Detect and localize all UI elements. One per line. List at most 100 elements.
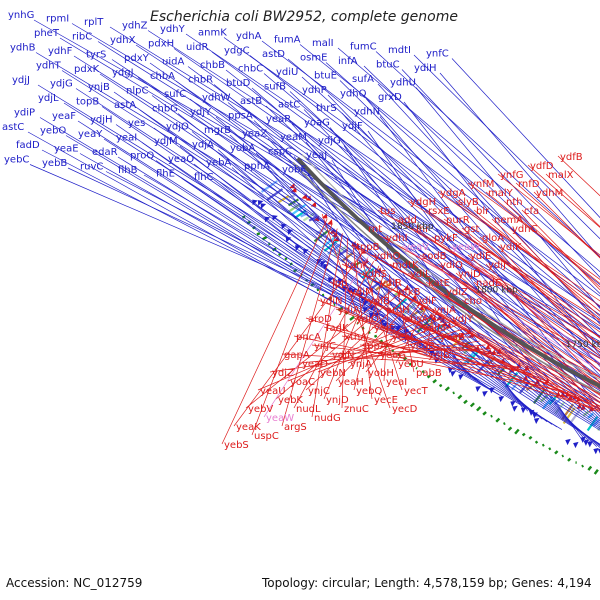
reverse-gene-label: yecE <box>374 395 398 406</box>
reverse-gene-label: sodB <box>422 251 447 262</box>
forward-gene-label: fumC <box>350 42 377 53</box>
gc-content-mark <box>415 366 418 370</box>
reverse-gene-label: ydfD <box>530 161 554 172</box>
reverse-gene-label: yeaV <box>404 242 429 253</box>
forward-gene-leader <box>27 131 504 398</box>
reverse-gene-label: ydiJ <box>488 260 506 271</box>
reverse-gene-label: ydiQ <box>440 260 463 271</box>
forward-gene-leader <box>175 80 600 400</box>
gc-content-mark <box>457 394 463 400</box>
reverse-gene-label: ydgA <box>440 188 466 199</box>
reverse-gene-label: ydhO <box>374 251 401 262</box>
reverse-gene-leader <box>257 312 440 391</box>
reverse-gene-label: rnfD <box>518 179 540 190</box>
reverse-gene-leader <box>263 256 369 418</box>
reverse-gene-label: lpp <box>332 278 347 289</box>
reverse-gene-leader <box>449 245 600 364</box>
forward-gene-leader <box>139 109 600 446</box>
reverse-gene-label: ydiO <box>356 314 379 325</box>
reverse-gene-label: add <box>398 215 417 226</box>
reverse-gene-label: argS <box>284 422 307 433</box>
forward-cds-arrow <box>498 396 505 403</box>
genome-summary: Topology: circular; Length: 4,578,159 bp… <box>262 576 592 590</box>
reverse-gene-leader <box>431 236 600 357</box>
cog-band-mark <box>277 194 290 204</box>
reverse-gene-leader <box>377 329 463 355</box>
reverse-gene-leader <box>335 296 418 382</box>
reverse-gene-label: yoaC <box>290 377 315 388</box>
gc-content-mark <box>246 220 251 225</box>
forward-gene-label: astC <box>2 122 24 133</box>
reverse-gene-label: lhr <box>416 224 430 235</box>
reverse-cds-arrow <box>327 219 333 225</box>
reverse-gene-label: purR <box>446 215 470 226</box>
forward-gene-leader <box>377 83 600 325</box>
reverse-gene-leader <box>233 251 364 427</box>
forward-gene-label: ydjL <box>38 93 59 104</box>
gc-content-mark <box>432 378 437 384</box>
reverse-gene-label: yeaU <box>260 386 286 397</box>
reverse-gene-label: ydiN <box>320 296 343 307</box>
cog-band-mark <box>361 267 375 279</box>
forward-gene-leader <box>41 149 444 359</box>
forward-gene-label: chbB <box>200 60 225 71</box>
reverse-gene-label: pncA <box>296 332 321 343</box>
reverse-gene-label: yebQ <box>356 386 382 397</box>
gc-content-mark <box>476 406 482 412</box>
forward-gene-label: ydjG <box>50 79 73 90</box>
forward-gene-leader <box>113 91 600 428</box>
forward-gene-label: mgrB <box>204 125 231 136</box>
forward-gene-label: ydjM <box>154 136 178 147</box>
forward-gene-label: pphA <box>244 161 270 172</box>
reverse-gene-leader <box>311 344 528 371</box>
reverse-gene-label: ynjC <box>314 341 336 352</box>
forward-gene-label: ydjH <box>90 115 113 126</box>
forward-gene-leader <box>439 72 600 259</box>
forward-gene-label: ydjO <box>166 122 189 133</box>
forward-gene-label: fadD <box>16 140 40 151</box>
forward-gene-label: pheT <box>34 28 60 39</box>
forward-gene-leader <box>251 87 600 390</box>
forward-gene-leader <box>67 167 386 317</box>
reverse-gene-label: ansA <box>404 314 429 325</box>
gc-content-mark <box>581 464 584 468</box>
forward-gene-label: sufC <box>164 89 186 100</box>
forward-cds-arrow <box>458 374 464 381</box>
reverse-gene-leader <box>311 233 343 418</box>
forward-gene-label: yeaY <box>78 129 103 140</box>
forward-gene-label: ydiP <box>14 108 35 119</box>
gc-content-mark <box>438 383 443 388</box>
forward-gene-leader <box>189 98 600 424</box>
forward-gene-label: chbR <box>188 75 213 86</box>
forward-gene-leader <box>343 145 524 409</box>
forward-gene-label: yebC <box>4 155 29 166</box>
cog-band-mark <box>321 235 338 249</box>
forward-gene-label: yebB <box>42 158 67 169</box>
gc-content-mark <box>503 422 506 426</box>
gc-content-mark <box>463 399 468 405</box>
reverse-gene-label: ynjD <box>326 395 349 406</box>
forward-gene-label: astB <box>240 96 262 107</box>
reverse-gene-label: mdtK <box>392 260 419 271</box>
forward-gene-label: ydhX <box>110 35 136 46</box>
forward-cds-arrow <box>520 407 527 414</box>
reverse-gene-label: ynjC <box>308 386 330 397</box>
forward-gene-label: ydjA <box>192 140 214 151</box>
reverse-gene-leader <box>503 200 600 288</box>
forward-gene-label: ydjF <box>342 121 363 132</box>
reverse-gene-label: gst <box>464 224 480 235</box>
reverse-gene-label: yebS <box>224 440 249 451</box>
reverse-gene-label: slyB <box>458 197 479 208</box>
forward-cds-arrow <box>260 203 267 209</box>
forward-gene-leader <box>151 95 600 426</box>
reverse-gene-label: ydhC <box>512 224 538 235</box>
forward-gene-label: ynjB <box>88 82 110 93</box>
forward-cds-arrow <box>281 223 287 230</box>
forward-gene-label: btuD <box>226 78 251 89</box>
forward-gene-leader <box>219 181 368 303</box>
forward-gene-leader <box>187 66 600 372</box>
gc-content-mark <box>534 440 539 444</box>
reverse-gene-label: ydiA <box>338 305 360 316</box>
reverse-gene-leader <box>425 281 600 403</box>
reverse-gene-label: ydhI <box>386 233 408 244</box>
